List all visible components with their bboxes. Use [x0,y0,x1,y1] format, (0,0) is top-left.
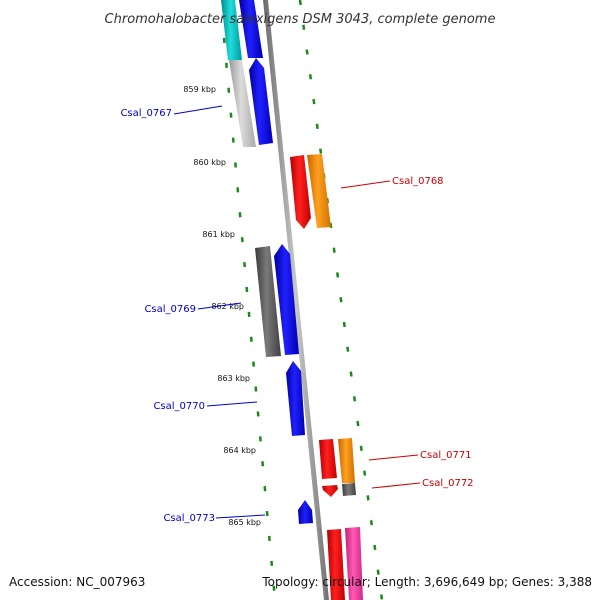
tick-label-859: 859 kbp [183,85,216,94]
gene-label-csal-0769[interactable]: Csal_0769 [144,304,196,315]
cds-csal-0770 [286,361,305,436]
gray-feature-0767 [229,60,256,147]
genome-backbone [263,0,329,600]
leader-csal-0769 [197,302,242,310]
cyan-feature [221,0,242,60]
dark-gray-feature-0769 [255,246,281,357]
leader-csal-0771 [368,454,419,461]
leader-csal-0773 [215,514,266,519]
tick-label-862: 862 kbp [211,302,244,311]
gene-label-csal-0771[interactable]: Csal_0771 [420,450,472,461]
gene-label-csal-0768[interactable]: Csal_0768 [392,176,444,187]
red-feature-bottom [327,529,345,600]
map-title: Chromohalobacter salexigens DSM 3043, co… [105,12,496,27]
cds-csal-0772-red [322,485,338,497]
dark-gray-feature-0772 [342,483,356,496]
gene-label-csal-0770[interactable]: Csal_0770 [153,401,205,412]
tick-label-865: 865 kbp [228,518,261,527]
genome-summary-text: Topology: circular; Length: 3,696,649 bp… [261,575,592,589]
leader-csal-0772 [371,482,421,489]
cds-csal-0768-red [290,155,311,229]
orange-feature-0771 [338,438,355,483]
orange-feature-0768 [307,154,331,228]
cds-top-blue [239,0,263,58]
cds-csal-0769 [274,244,299,355]
tick-label-861: 861 kbp [202,230,235,239]
leader-csal-0768 [340,180,391,189]
tick-label-860: 860 kbp [193,158,226,167]
gc-dots-right [298,0,384,600]
cds-csal-0771-red [319,439,337,479]
cds-csal-0767 [249,58,273,145]
tick-label-863: 863 kbp [217,374,250,383]
accession-text: Accession: NC_007963 [9,575,145,589]
pink-feature-bottom [345,527,363,600]
tick-label-864: 864 kbp [223,446,256,455]
gene-label-csal-0772[interactable]: Csal_0772 [422,478,474,489]
leader-csal-0770 [206,401,258,407]
gene-label-csal-0773[interactable]: Csal_0773 [163,513,215,524]
cds-csal-0773 [298,500,313,524]
gene-label-csal-0767[interactable]: Csal_0767 [120,108,172,119]
leader-csal-0767 [173,105,223,115]
